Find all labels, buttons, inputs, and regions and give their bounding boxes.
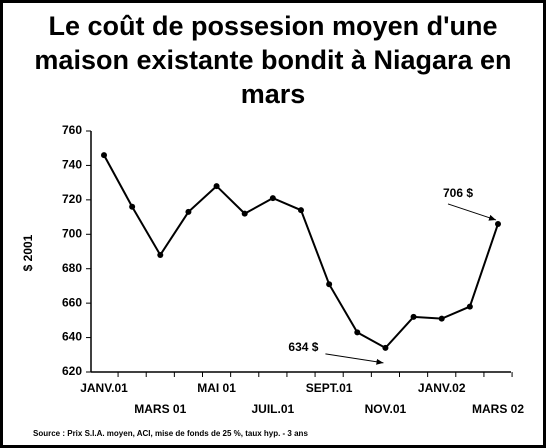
source-note: Source : Prix S.I.A. moyen, ACI, mise de… [33, 429, 308, 438]
point [495, 220, 501, 227]
x-tick-label: MARS 02 [472, 402, 524, 416]
chart: $ 2001 Source : Prix S.I.A. moyen, ACI, … [21, 123, 524, 438]
y-tick-label: 680 [62, 261, 82, 275]
point [410, 313, 417, 320]
x-tick-label: MARS 01 [134, 402, 186, 416]
chart-title: Le coût de possesion moyen d'une maison … [34, 11, 512, 109]
y-tick-label: 660 [62, 295, 82, 309]
y-axis-label: $ 2001 [21, 234, 35, 271]
point [298, 207, 304, 214]
y-tick-label: 640 [62, 330, 82, 344]
point [129, 203, 136, 210]
point [438, 315, 445, 322]
annotation-arrow [325, 353, 384, 365]
point [466, 303, 473, 310]
point [101, 152, 107, 159]
point [213, 183, 220, 190]
x-tick-label: JANV.02 [418, 381, 466, 395]
y-tick-label: 700 [62, 226, 82, 240]
value-label: 706 $ [443, 186, 473, 200]
annotation-arrow [447, 203, 497, 221]
point [269, 195, 276, 202]
y-tick-label: 740 [62, 158, 82, 172]
y-tick-label: 760 [62, 123, 82, 137]
y-tick-label: 620 [62, 364, 82, 378]
point [241, 210, 248, 217]
y-tick-label: 720 [62, 192, 82, 206]
point [354, 329, 361, 336]
x-tick-label: SEPT.01 [306, 381, 353, 395]
x-tick-label: JUIL.01 [252, 402, 295, 416]
point [382, 344, 389, 351]
point [326, 281, 333, 288]
x-tick-label: JANV.01 [80, 381, 128, 395]
x-tick-label: MAI 01 [197, 381, 236, 395]
point [157, 251, 164, 258]
value-label: 634 $ [288, 340, 318, 354]
point [185, 208, 192, 215]
x-tick-label: NOV.01 [365, 402, 407, 416]
